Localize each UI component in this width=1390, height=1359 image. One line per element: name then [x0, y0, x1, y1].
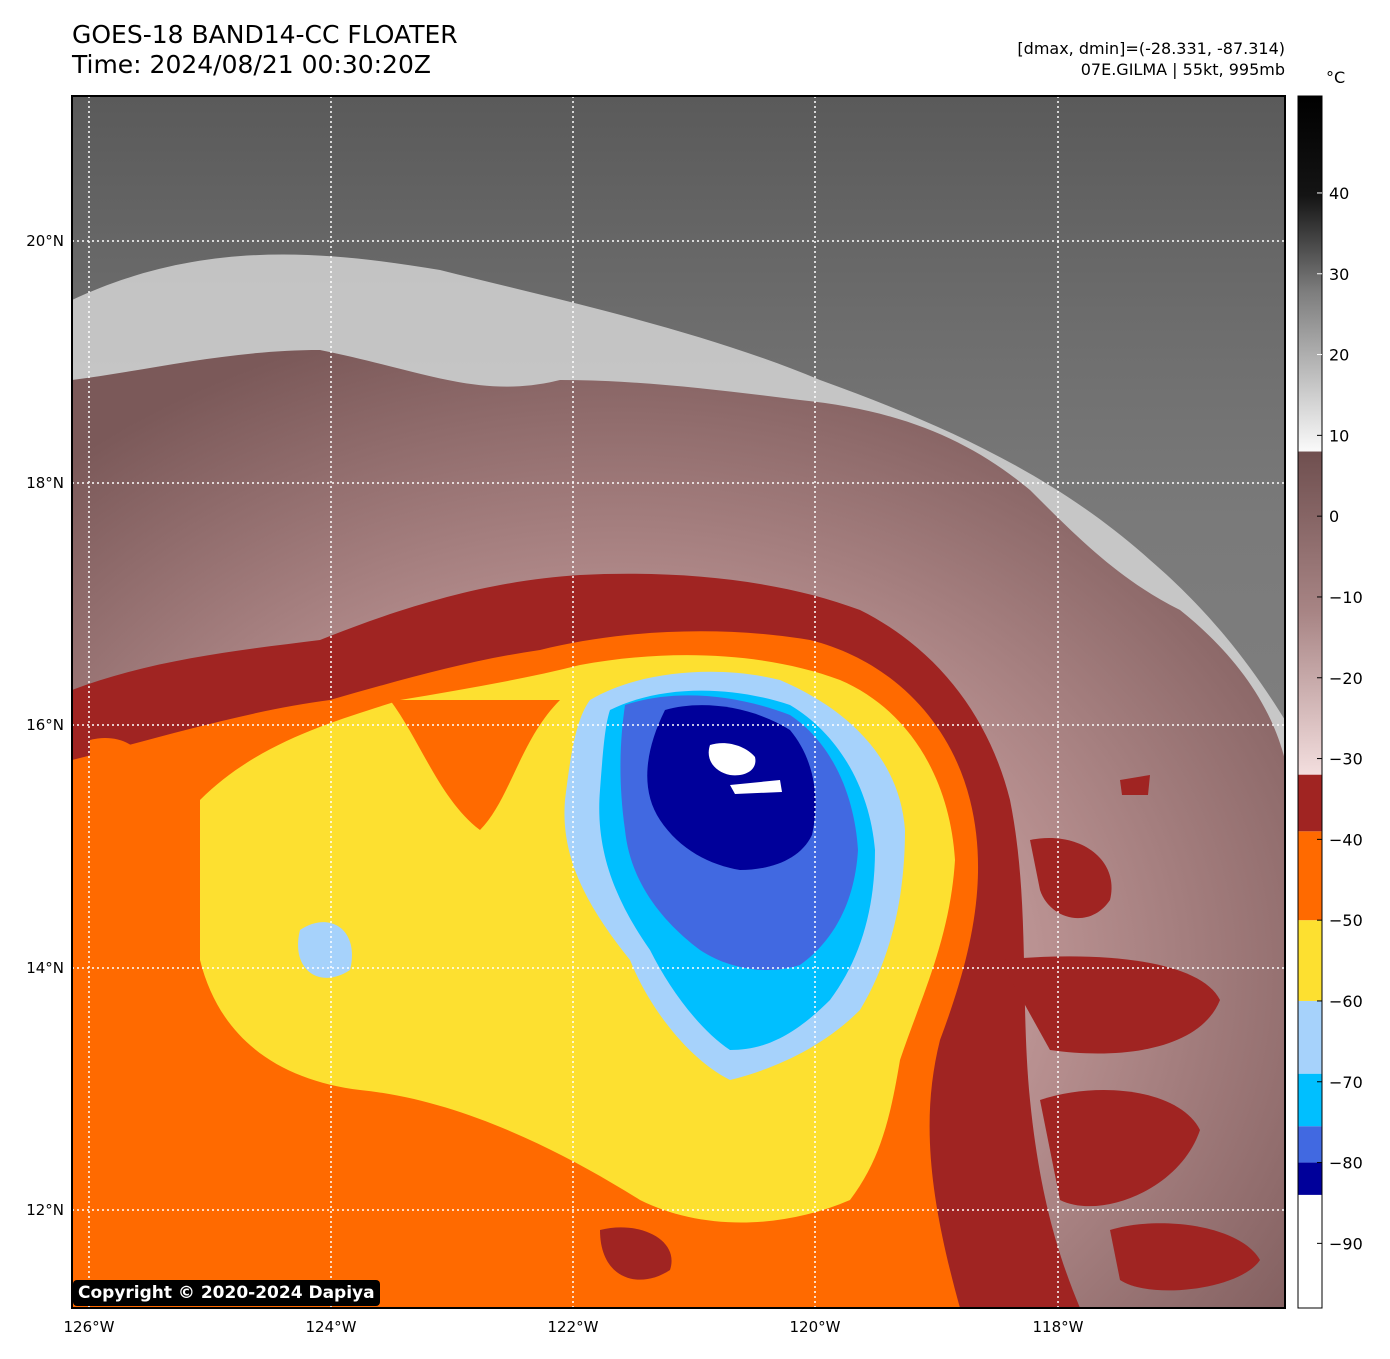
lon-label-122w: 122°W: [548, 1318, 599, 1336]
colorbar-tick-label: 40: [1329, 184, 1349, 203]
title-line-2: Time: 2024/08/21 00:30:20Z: [72, 50, 431, 79]
storm-info-text: 07E.GILMA | 55kt, 995mb: [1080, 60, 1285, 79]
colorbar-frame: [1297, 95, 1323, 1309]
copyright-badge: Copyright © 2020-2024 Dapiya: [73, 1280, 380, 1306]
axis-labels: 126°W 124°W 122°W 120°W 118°W 20°N 18°N …: [26, 232, 1083, 1336]
dmax-dmin-text: [dmax, dmin]=(-28.331, -87.314): [1017, 39, 1285, 58]
colorbar-pink-segment: [1298, 451, 1322, 775]
colorbar-band-4: [1298, 1000, 1322, 1074]
colorbar: 40 30 20 10 0 −10 −20 −30 −40 −50 −60 −70 −80 −90: [1297, 95, 1363, 1309]
lon-label-124w: 124°W: [306, 1318, 357, 1336]
colorbar-tick-label: −10: [1329, 588, 1363, 607]
colorbar-tick-label: 30: [1329, 265, 1349, 284]
colorbar-tick-label: −30: [1329, 750, 1363, 769]
lat-label-14n: 14°N: [26, 959, 64, 977]
colorbar-tick-label: 10: [1329, 426, 1349, 445]
lat-label-16n: 16°N: [26, 716, 64, 734]
lat-label-18n: 18°N: [26, 474, 64, 492]
colorbar-band-3: [1298, 1073, 1322, 1127]
colorbar-tick-label: −60: [1329, 992, 1363, 1011]
colorbar-tick-label: −20: [1329, 669, 1363, 688]
storm-info-block: [dmax, dmin]=(-28.331, -87.314) 07E.GILM…: [1017, 38, 1285, 80]
colorbar-tick-label: −50: [1329, 911, 1363, 930]
colorbar-tick-label: −80: [1329, 1154, 1363, 1173]
colorbar-unit: °C: [1326, 68, 1346, 87]
colorbar-band-2: [1298, 1126, 1322, 1163]
colorbar-band-5: [1298, 920, 1322, 1001]
lat-lon-gridlines: [72, 96, 1285, 1308]
chart-title: GOES-18 BAND14-CC FLOATER Time: 2024/08/…: [72, 20, 458, 80]
colorbar-tick-label: 20: [1329, 346, 1349, 365]
lon-label-120w: 120°W: [790, 1318, 841, 1336]
colorbar-tick-label: 0: [1329, 507, 1339, 526]
colorbar-band-7: [1298, 774, 1322, 832]
lat-label-12n: 12°N: [26, 1201, 64, 1219]
imagery-layer: [72, 96, 1285, 1308]
lon-label-118w: 118°W: [1033, 1318, 1084, 1336]
colorbar-tick-label: −40: [1329, 830, 1363, 849]
colorbar-band-1: [1298, 1162, 1322, 1195]
colorbar-band-0: [1298, 1194, 1322, 1308]
lon-label-126w: 126°W: [64, 1318, 115, 1336]
map-frame: [71, 95, 1286, 1309]
colorbar-band-6: [1298, 831, 1322, 921]
colorbar-tick-label: −70: [1329, 1073, 1363, 1092]
title-line-1: GOES-18 BAND14-CC FLOATER: [72, 20, 458, 49]
lat-label-20n: 20°N: [26, 232, 64, 250]
colorbar-tick-label: −90: [1329, 1234, 1363, 1253]
